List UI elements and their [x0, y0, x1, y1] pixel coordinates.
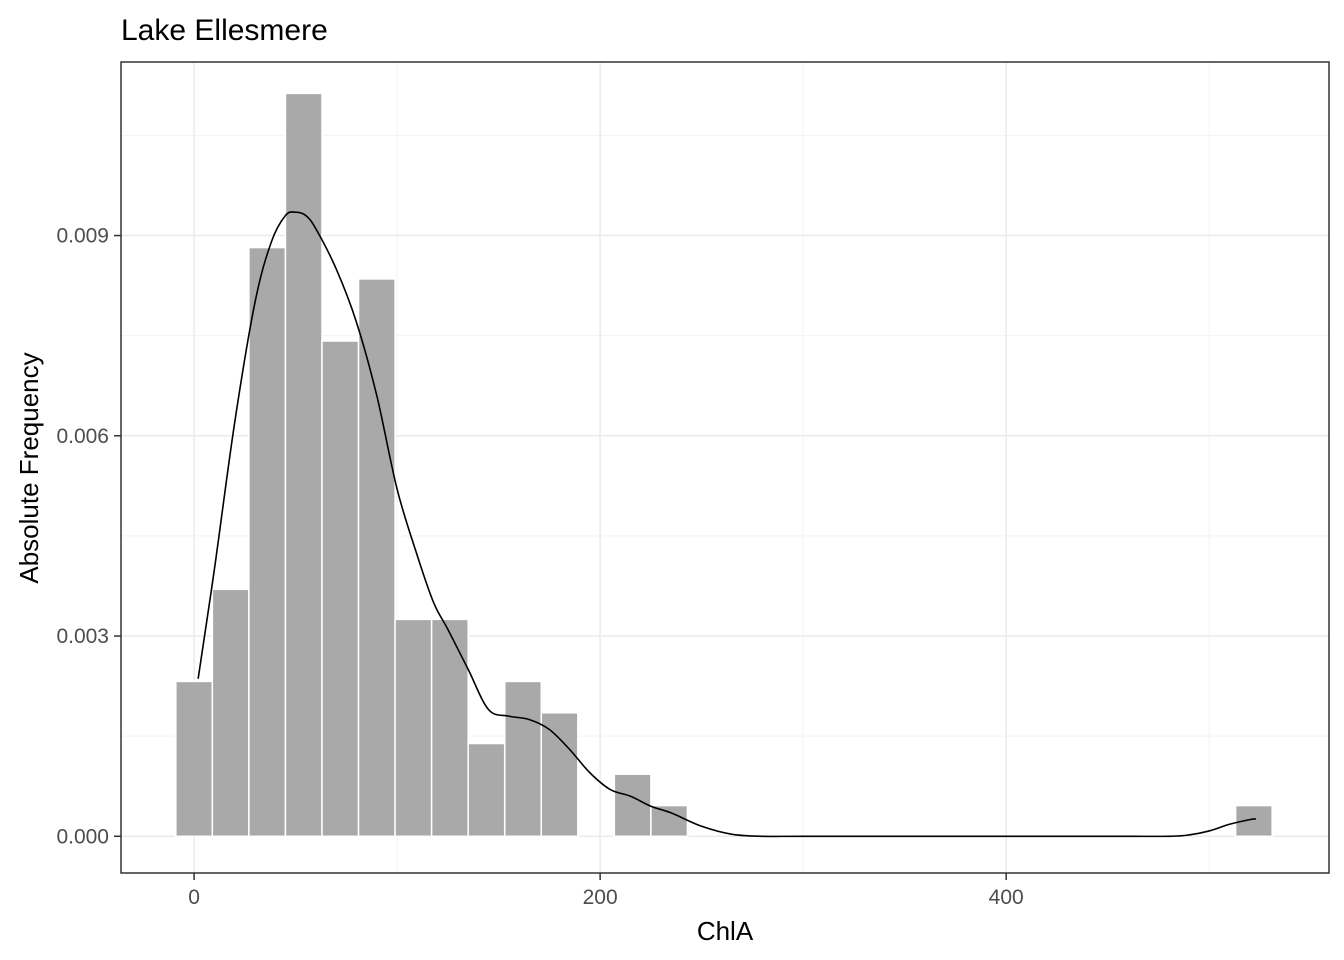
x-axis: 0 200 400: [188, 873, 1024, 909]
density-curve-layer: [197, 211, 1256, 838]
histogram-bar: [357, 278, 396, 838]
y-tick-label: 0.009: [56, 225, 109, 248]
x-tick-label: 0: [188, 886, 200, 909]
x-axis-title: ChlA: [697, 916, 754, 946]
histogram-bar: [175, 680, 214, 838]
y-tick-label: 0.000: [56, 825, 109, 848]
histogram-bar: [467, 742, 506, 838]
histogram-bar: [394, 618, 433, 838]
chart-title: Lake Ellesmere: [121, 14, 328, 47]
histogram-bar: [613, 773, 652, 838]
density-curve: [197, 211, 1256, 838]
histogram-bars: [175, 92, 1273, 838]
histogram-bar: [540, 712, 579, 838]
histogram-bar: [321, 340, 360, 838]
y-tick-label: 0.006: [56, 425, 109, 448]
histogram-bar: [503, 680, 543, 838]
histogram-bar: [650, 804, 689, 838]
histogram-bar: [284, 92, 323, 838]
histogram-bar: [430, 618, 469, 838]
panel-border: [120, 61, 1330, 874]
x-tick-label: 400: [989, 886, 1024, 909]
x-tick-label: 200: [583, 886, 618, 909]
y-axis: 0.000 0.003 0.006 0.009: [56, 225, 121, 848]
histogram-bar: [248, 246, 287, 838]
y-axis-title: Absolute Frequency: [14, 352, 44, 583]
histogram-bar: [211, 588, 250, 838]
y-tick-label: 0.003: [56, 625, 109, 648]
